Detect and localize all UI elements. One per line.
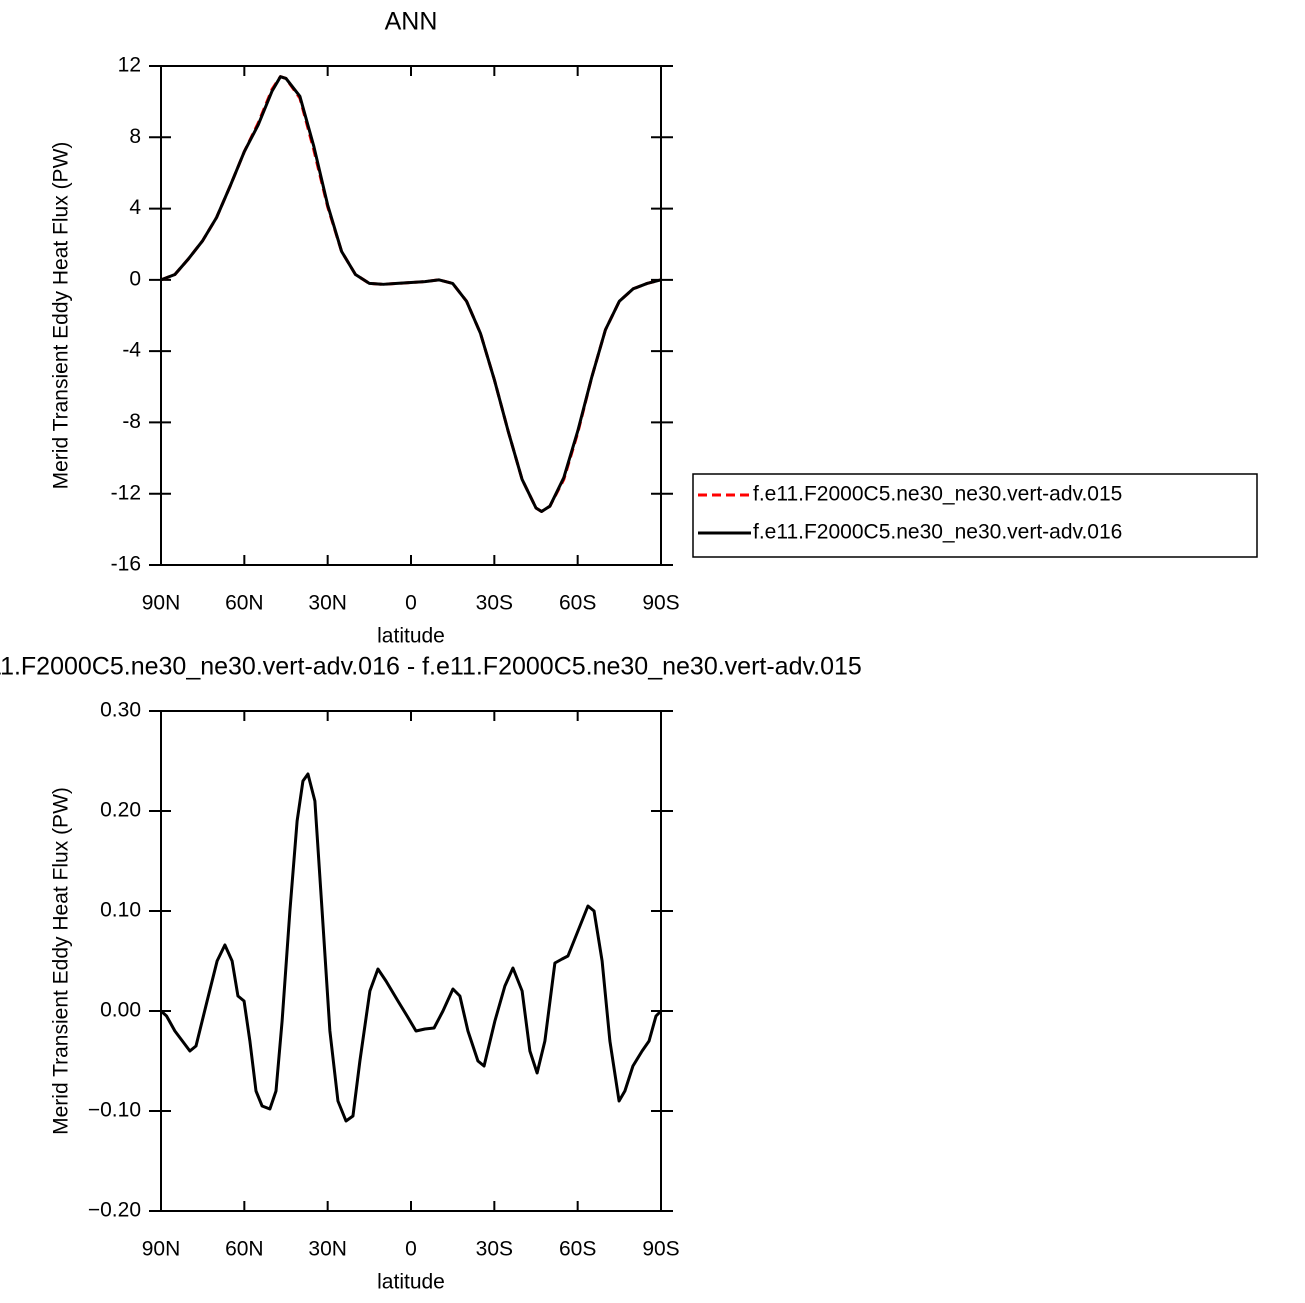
legend-box [692,473,1258,558]
x-tick-label: 60N [225,1238,264,1261]
x-tick-label: 30N [308,592,347,615]
y-tick-label: 8 [129,125,141,148]
y-axis-label: Merid Transient Eddy Heat Flux (PW) [50,142,73,490]
x-tick-label: 30S [476,1238,513,1261]
y-tick-label: 0.10 [100,899,141,922]
y-tick-label: 4 [129,196,141,219]
series-line [160,75,662,514]
y-tick-label: 0.20 [100,799,141,822]
legend-label: f.e11.F2000C5.ne30_ne30.vert-adv.016 [753,521,1122,544]
x-tick-label: 90N [142,1238,181,1261]
x-tick-label: 90N [142,592,181,615]
x-tick-label: 0 [405,592,417,615]
plot-frame [160,710,662,1212]
y-tick-label: -8 [122,410,141,433]
legend-label: f.e11.F2000C5.ne30_ne30.vert-adv.015 [753,483,1122,506]
plot-frame [160,65,662,566]
x-tick-label: 60S [559,592,596,615]
y-tick-label: -12 [111,481,141,504]
y-tick-label: −0.10 [88,1099,141,1122]
x-axis-label: latitude [377,625,445,648]
y-tick-label: 12 [118,54,141,77]
chart-title: ANN [385,8,438,36]
x-tick-label: 0 [405,1238,417,1261]
series-line [159,772,663,1123]
y-tick-label: -16 [111,553,141,576]
chart-title: f.e11.F2000C5.ne30_ne30.vert-adv.016 - f… [0,653,862,681]
x-tick-label: 30N [308,1238,347,1261]
series-line [160,75,662,514]
y-tick-label: 0.30 [100,699,141,722]
x-tick-label: 90S [642,1238,679,1261]
x-axis-label: latitude [377,1271,445,1294]
x-tick-label: 30S [476,592,513,615]
y-tick-label: -4 [122,339,141,362]
x-tick-label: 90S [642,592,679,615]
y-tick-label: 0 [129,267,141,290]
y-tick-label: −0.20 [88,1199,141,1222]
x-tick-label: 60N [225,592,264,615]
y-tick-label: 0.00 [100,999,141,1022]
x-tick-label: 60S [559,1238,596,1261]
y-axis-label: Merid Transient Eddy Heat Flux (PW) [50,787,73,1135]
